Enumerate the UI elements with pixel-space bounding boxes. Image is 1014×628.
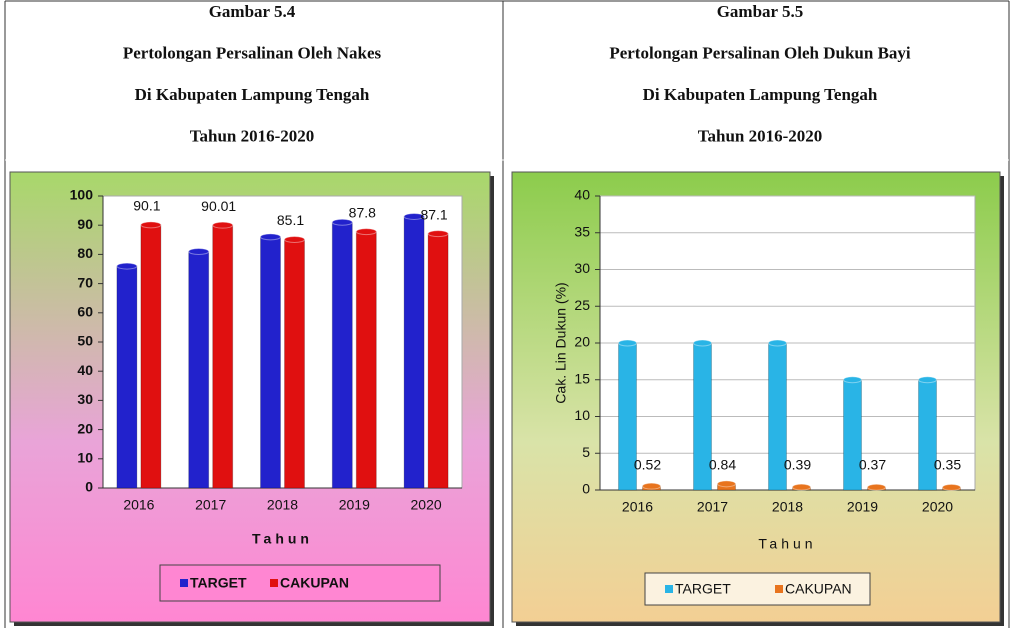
bar <box>188 250 210 489</box>
bar-top <box>403 212 425 220</box>
legend-swatch <box>270 579 278 587</box>
caption-line: Pertolongan Persalinan Oleh Dukun Bayi <box>609 43 911 62</box>
data-label: 0.37 <box>859 457 886 473</box>
y-tick-label: 10 <box>77 450 93 466</box>
legend-box <box>159 564 441 602</box>
y-tick-label: 40 <box>574 187 590 203</box>
legend-swatch <box>180 579 188 587</box>
y-tick-label: 40 <box>77 362 93 378</box>
data-label: 0.52 <box>634 457 661 473</box>
x-axis-label: Tahun <box>758 536 816 552</box>
legend-swatch <box>775 585 783 593</box>
bar-top <box>188 247 210 255</box>
data-label: 0.35 <box>934 457 961 473</box>
y-tick-label: 30 <box>77 391 93 407</box>
x-tick-label: 2020 <box>411 497 442 513</box>
bar <box>427 233 449 489</box>
y-tick-label: 30 <box>574 260 590 276</box>
caption-line: Gambar 5.5 <box>717 2 804 21</box>
data-label: 85.1 <box>277 212 304 228</box>
y-tick-label: 80 <box>77 245 93 261</box>
y-tick-label: 35 <box>574 223 590 239</box>
y-tick-label: 70 <box>77 274 93 290</box>
legend-box <box>644 572 871 606</box>
caption-line: Di Kabupaten Lampung Tengah <box>135 85 370 104</box>
bar <box>843 379 862 491</box>
bar-top <box>642 482 661 490</box>
x-tick-label: 2018 <box>267 497 298 513</box>
bar-top <box>331 218 353 226</box>
bar-top <box>618 339 637 347</box>
bar <box>284 239 305 489</box>
y-tick-label: 20 <box>574 334 590 350</box>
bar-top <box>843 376 862 384</box>
plot-area <box>102 195 463 489</box>
bar-top <box>355 228 377 236</box>
bar <box>918 379 937 491</box>
legend-label: CAKUPAN <box>280 575 349 591</box>
bar <box>140 224 162 489</box>
caption-line: Tahun 2016-2020 <box>698 126 823 145</box>
legend-label: TARGET <box>190 575 247 591</box>
bar <box>212 224 234 489</box>
y-tick-label: 0 <box>85 479 93 495</box>
bar-top <box>792 483 811 491</box>
x-tick-label: 2016 <box>622 499 653 515</box>
caption-line: Di Kabupaten Lampung Tengah <box>643 85 878 104</box>
bar <box>331 221 353 489</box>
bar-top <box>284 236 305 244</box>
x-tick-label: 2020 <box>922 499 953 515</box>
x-tick-label: 2017 <box>195 497 226 513</box>
y-tick-label: 0 <box>582 481 590 497</box>
legend-swatch <box>665 585 673 593</box>
bar-top <box>768 339 787 347</box>
data-label: 0.84 <box>709 457 736 473</box>
bar-top <box>116 262 138 270</box>
bar-top <box>918 376 937 384</box>
y-tick-label: 15 <box>574 370 590 386</box>
data-label: 0.39 <box>784 457 811 473</box>
y-tick-label: 25 <box>574 297 590 313</box>
caption-line: Pertolongan Persalinan Oleh Nakes <box>123 43 382 62</box>
data-label: 90.01 <box>201 198 236 214</box>
caption-line: Gambar 5.4 <box>209 2 296 21</box>
x-axis-label: Tahun <box>252 531 313 547</box>
x-tick-label: 2019 <box>339 497 370 513</box>
bar <box>116 265 138 489</box>
y-tick-label: 10 <box>574 407 590 423</box>
legend-label: CAKUPAN <box>785 581 852 597</box>
bar-top <box>140 221 162 229</box>
bar-top <box>427 230 449 238</box>
x-tick-label: 2016 <box>123 497 154 513</box>
bar-top <box>867 483 886 491</box>
bar <box>355 231 377 489</box>
bar <box>403 215 425 489</box>
x-tick-label: 2018 <box>772 499 803 515</box>
y-tick-label: 60 <box>77 304 93 320</box>
legend-label: TARGET <box>675 581 731 597</box>
data-label: 87.1 <box>420 206 447 222</box>
y-tick-label: 100 <box>70 187 94 203</box>
bar-top <box>260 233 281 241</box>
data-label: 87.8 <box>349 204 376 220</box>
x-tick-label: 2017 <box>697 499 728 515</box>
x-tick-label: 2019 <box>847 499 878 515</box>
bar-top <box>693 339 712 347</box>
y-tick-label: 20 <box>77 420 93 436</box>
data-label: 90.1 <box>133 198 160 214</box>
y-tick-label: 50 <box>77 333 93 349</box>
bar-top <box>942 483 961 491</box>
y-tick-label: 5 <box>582 444 590 460</box>
bar <box>260 236 281 489</box>
caption-line: Tahun 2016-2020 <box>190 126 315 145</box>
y-axis-label: Cak. Lin Dukun (%) <box>553 282 569 403</box>
bar-top <box>717 480 736 488</box>
bar-top <box>212 221 234 229</box>
y-tick-label: 90 <box>77 216 93 232</box>
